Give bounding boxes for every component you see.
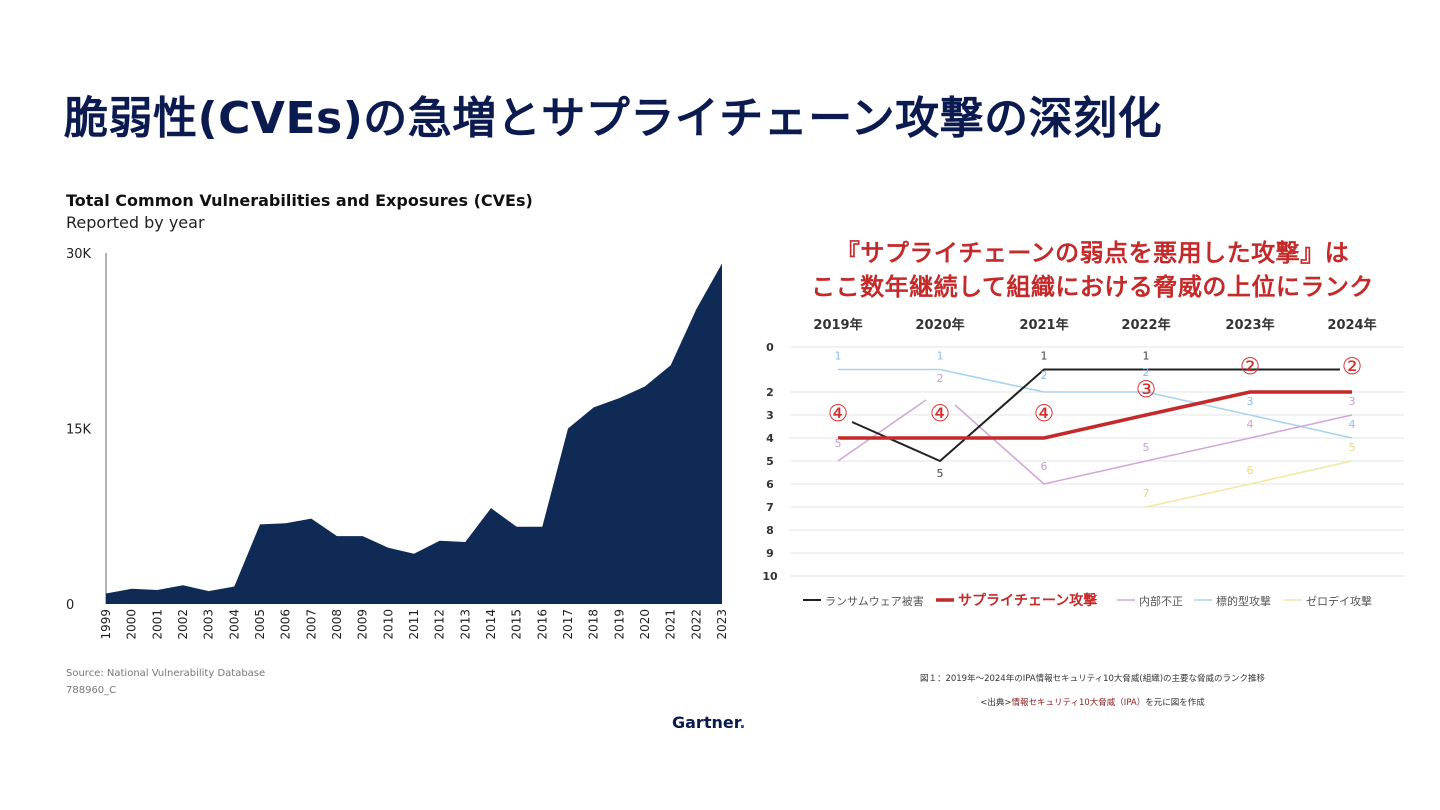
rank-badge-label: ④ <box>828 401 849 427</box>
figure-source-prefix: <出典> <box>980 698 1012 708</box>
cve-x-tick-label: 2003 <box>202 609 216 640</box>
cve-x-tick-label: 2002 <box>176 609 190 640</box>
rank-y-tick-label: 8 <box>766 524 774 537</box>
cve-x-tick-label: 2016 <box>535 609 549 640</box>
rank-point-label: 1 <box>1041 350 1048 363</box>
rank-y-tick-label: 9 <box>766 547 774 560</box>
gartner-logo-text: Gartner <box>672 713 740 732</box>
rank-point-label: 2 <box>937 372 944 385</box>
rank-y-tick-label: 5 <box>766 455 774 468</box>
rank-y-tick-label: 4 <box>766 432 774 445</box>
cve-x-tick-label: 1999 <box>99 609 113 640</box>
cve-x-tick-label: 2009 <box>356 609 370 640</box>
rank-legend-label: 標的型攻撃 <box>1216 594 1271 608</box>
rank-point-label: 2 <box>1143 366 1150 379</box>
rank-x-tick-label: 2019年 <box>813 317 862 333</box>
rank-point-label: 5 <box>1349 441 1356 454</box>
cve-x-tick-label: 2005 <box>253 609 267 640</box>
figure-source-link[interactable]: 情報セキュリティ10大脅威（IPA） <box>1011 698 1146 708</box>
cve-chart-source: Source: National Vulnerability Database <box>66 668 266 679</box>
rank-x-tick-label: 2020年 <box>915 317 964 333</box>
rank-y-tick-label: 2 <box>766 386 774 399</box>
rank-y-tick-label: 10 <box>762 570 778 583</box>
cve-chart-title: Total Common Vulnerabilities and Exposur… <box>66 191 533 210</box>
cve-x-tick-label: 2012 <box>433 609 447 640</box>
rank-point-label: 5 <box>835 437 842 450</box>
rank-point-label: 1 <box>835 350 842 363</box>
rank-series-line <box>838 368 1353 439</box>
rank-badge-label: ② <box>1240 354 1261 380</box>
rank-point-label: 4 <box>1247 418 1254 431</box>
figure-source: <出典>情報セキュリティ10大脅威（IPA）を元に図を作成 <box>760 696 1425 708</box>
gartner-logo: Gartner. <box>672 713 745 732</box>
page-title: 脆弱性(CVEs)の急増とサプライチェーン攻撃の深刻化 <box>64 93 1163 144</box>
rank-badge-label: ④ <box>930 401 951 427</box>
rank-x-tick-label: 2023年 <box>1225 317 1274 333</box>
cve-x-tick-label: 2018 <box>587 609 601 640</box>
rank-badge-label: ② <box>1342 354 1363 380</box>
rank-point-label: 6 <box>1041 460 1048 473</box>
rank-point-label: 2 <box>1041 369 1048 382</box>
rank-point-label: 6 <box>1247 464 1254 477</box>
cve-x-tick-label: 2007 <box>304 609 318 640</box>
rank-point-label: 4 <box>1349 418 1356 431</box>
rank-series-line <box>851 368 1340 462</box>
rank-series-line <box>837 399 1353 485</box>
cve-x-tick-label: 2023 <box>715 609 729 640</box>
rank-legend-label: 内部不正 <box>1139 594 1183 608</box>
cve-x-tick-label: 2001 <box>150 609 164 640</box>
cve-y-tick-label: 30K <box>66 247 92 262</box>
rank-point-label: 7 <box>1143 487 1150 500</box>
rank-legend-label: ゼロデイ攻撃 <box>1306 594 1372 608</box>
rank-point-label: 3 <box>1349 395 1356 408</box>
rank-series-line <box>1145 460 1353 508</box>
cve-x-tick-label: 2010 <box>381 609 395 640</box>
cve-area <box>106 263 722 604</box>
cve-y-tick-label: 15K <box>66 423 92 438</box>
rank-headline-line2: ここ数年継続して組織における脅威の上位にランク <box>811 273 1374 301</box>
rank-x-tick-label: 2024年 <box>1327 317 1376 333</box>
gartner-logo-dot: . <box>739 713 746 732</box>
rank-y-tick-label: 6 <box>766 478 774 491</box>
rank-x-tick-label: 2021年 <box>1019 317 1068 333</box>
rank-headline-line1: 『サプライチェーンの弱点を悪用した攻撃』は <box>835 239 1350 267</box>
cve-x-tick-label: 2013 <box>458 609 472 640</box>
cve-x-tick-label: 2019 <box>612 609 626 640</box>
rank-y-tick-label: 3 <box>766 409 774 422</box>
rank-y-tick-label: 7 <box>766 501 774 514</box>
cve-x-tick-label: 2022 <box>689 609 703 640</box>
rank-y-tick-label: 0 <box>766 341 774 354</box>
rank-badge-label: ④ <box>1034 401 1055 427</box>
rank-x-tick-label: 2022年 <box>1121 317 1170 333</box>
rank-point-label: 1 <box>937 350 944 363</box>
cve-x-tick-label: 2021 <box>664 609 678 640</box>
cve-x-tick-label: 2017 <box>561 609 575 640</box>
rank-badge-label: ③ <box>1136 377 1157 403</box>
rank-point-label: 5 <box>1143 441 1150 454</box>
cve-x-tick-label: 2020 <box>638 609 652 640</box>
cve-area-chart: 30K 15K 0 1999 2000 2001 2002 2003 2004 2005 2006 2… <box>66 247 729 640</box>
cve-x-tick-label: 2000 <box>125 609 139 640</box>
threat-rank-line-chart: 2019年 2020年 2021年 2022年 2023年 2024年 0 2 3 4 5 6 7 8 9 1… <box>762 317 1404 609</box>
cve-y-tick-label: 0 <box>66 598 74 613</box>
cve-x-tick-label: 2014 <box>484 609 498 640</box>
rank-legend-label: サプライチェーン攻撃 <box>958 592 1097 609</box>
cve-x-tick-label: 2006 <box>279 609 293 640</box>
figure-caption: 図１：2019年～2024年のIPA情報セキュリティ10大脅威(組織)の主要な脅… <box>919 674 1266 684</box>
rank-point-label: 5 <box>937 467 944 480</box>
cve-x-tick-label: 2011 <box>407 609 421 640</box>
rank-series-line <box>838 390 1352 440</box>
rank-point-label: 1 <box>1143 350 1150 363</box>
cve-x-tick-label: 2008 <box>330 609 344 640</box>
rank-legend-label: ランサムウェア被害 <box>825 594 924 608</box>
figure-source-suffix: を元に図を作成 <box>1145 698 1205 708</box>
rank-point-label: 3 <box>1247 395 1254 408</box>
cve-x-tick-label: 2004 <box>227 609 241 640</box>
cve-x-tick-label: 2015 <box>510 609 524 640</box>
cve-chart-subtitle: Reported by year <box>66 213 205 232</box>
cve-chart-id: 788960_C <box>66 685 117 696</box>
